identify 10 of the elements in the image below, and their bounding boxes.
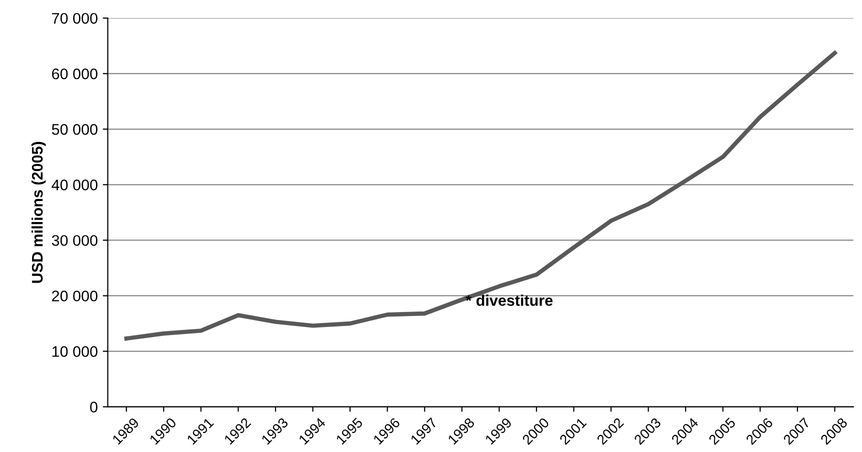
y-tick-label: 20 000: [52, 290, 98, 302]
y-tick-label: 50 000: [52, 124, 98, 135]
y-tick-label: 0: [90, 402, 98, 412]
y-tick-label: 10 000: [52, 346, 98, 357]
y-tick-label: 40 000: [52, 180, 98, 190]
y-axis-title: USD millions (2005): [32, 142, 46, 283]
line-series: [124, 50, 837, 341]
y-tick-label: 70 000: [52, 12, 98, 24]
y-tick-label: 30 000: [52, 235, 98, 246]
y-tick-label: 60 000: [52, 68, 98, 80]
